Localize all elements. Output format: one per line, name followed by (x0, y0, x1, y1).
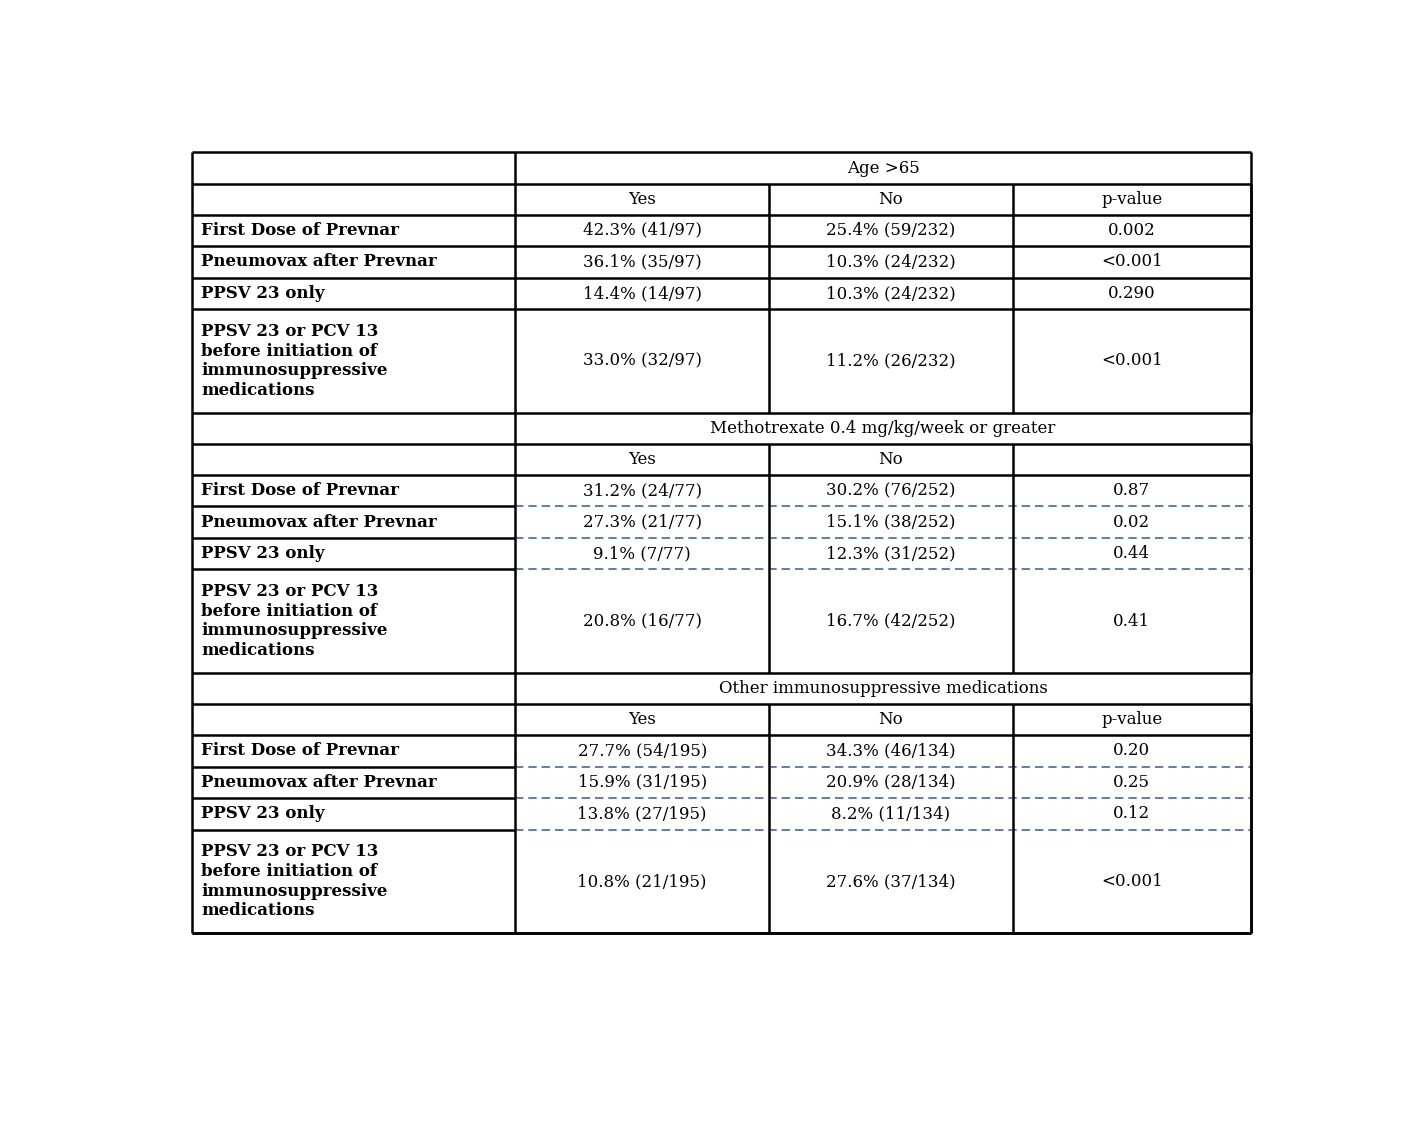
Text: 0.87: 0.87 (1114, 483, 1150, 500)
Text: 27.7% (54/195): 27.7% (54/195) (577, 742, 707, 759)
Text: First Dose of Prevnar: First Dose of Prevnar (201, 483, 398, 500)
Text: 0.41: 0.41 (1114, 612, 1150, 629)
Text: First Dose of Prevnar: First Dose of Prevnar (201, 742, 398, 759)
Text: 15.9% (31/195): 15.9% (31/195) (577, 774, 707, 791)
Text: 16.7% (42/252): 16.7% (42/252) (826, 612, 956, 629)
Text: p-value: p-value (1101, 191, 1163, 208)
Text: 0.25: 0.25 (1114, 774, 1150, 791)
Text: PPSV 23 only: PPSV 23 only (201, 284, 325, 302)
Text: 8.2% (11/134): 8.2% (11/134) (831, 806, 950, 823)
Text: Other immunosuppressive medications: Other immunosuppressive medications (718, 681, 1048, 698)
Text: 25.4% (59/232): 25.4% (59/232) (826, 222, 956, 239)
Text: 36.1% (35/97): 36.1% (35/97) (583, 254, 701, 271)
Text: 31.2% (24/77): 31.2% (24/77) (583, 483, 701, 500)
Text: Pneumovax after Prevnar: Pneumovax after Prevnar (201, 513, 436, 530)
Text: PPSV 23 only: PPSV 23 only (201, 545, 325, 562)
Text: 27.6% (37/134): 27.6% (37/134) (826, 873, 956, 890)
Text: No: No (879, 451, 904, 468)
Text: 42.3% (41/97): 42.3% (41/97) (583, 222, 701, 239)
Text: 13.8% (27/195): 13.8% (27/195) (577, 806, 707, 823)
Text: 0.002: 0.002 (1108, 222, 1156, 239)
Text: 30.2% (76/252): 30.2% (76/252) (826, 483, 956, 500)
Text: PPSV 23 or PCV 13
before initiation of
immunosuppressive
medications: PPSV 23 or PCV 13 before initiation of i… (201, 843, 387, 920)
Text: PPSV 23 or PCV 13
before initiation of
immunosuppressive
medications: PPSV 23 or PCV 13 before initiation of i… (201, 323, 387, 398)
Text: p-value: p-value (1101, 711, 1163, 728)
Text: Pneumovax after Prevnar: Pneumovax after Prevnar (201, 254, 436, 271)
Text: First Dose of Prevnar: First Dose of Prevnar (201, 222, 398, 239)
Text: Yes: Yes (628, 191, 656, 208)
Text: 15.1% (38/252): 15.1% (38/252) (826, 513, 956, 530)
Text: 34.3% (46/134): 34.3% (46/134) (826, 742, 956, 759)
Text: 33.0% (32/97): 33.0% (32/97) (583, 353, 701, 370)
Text: 20.8% (16/77): 20.8% (16/77) (583, 612, 701, 629)
Text: No: No (879, 711, 904, 728)
Text: 0.20: 0.20 (1114, 742, 1150, 759)
Text: Yes: Yes (628, 451, 656, 468)
Text: 27.3% (21/77): 27.3% (21/77) (583, 513, 701, 530)
Text: 9.1% (7/77): 9.1% (7/77) (593, 545, 691, 562)
Text: No: No (879, 191, 904, 208)
Text: 20.9% (28/134): 20.9% (28/134) (826, 774, 956, 791)
Text: Pneumovax after Prevnar: Pneumovax after Prevnar (201, 774, 436, 791)
Text: 0.12: 0.12 (1114, 806, 1150, 823)
Text: <0.001: <0.001 (1101, 254, 1163, 271)
Text: PPSV 23 or PCV 13
before initiation of
immunosuppressive
medications: PPSV 23 or PCV 13 before initiation of i… (201, 584, 387, 659)
Text: <0.001: <0.001 (1101, 873, 1163, 890)
Text: 0.290: 0.290 (1108, 284, 1156, 302)
Text: 14.4% (14/97): 14.4% (14/97) (583, 284, 701, 302)
Text: 11.2% (26/232): 11.2% (26/232) (826, 353, 956, 370)
Text: 10.3% (24/232): 10.3% (24/232) (826, 284, 956, 302)
Text: 12.3% (31/252): 12.3% (31/252) (826, 545, 956, 562)
Text: 10.3% (24/232): 10.3% (24/232) (826, 254, 956, 271)
Text: Yes: Yes (628, 711, 656, 728)
Text: 10.8% (21/195): 10.8% (21/195) (577, 873, 707, 890)
Text: 0.02: 0.02 (1114, 513, 1150, 530)
Text: 0.44: 0.44 (1114, 545, 1150, 562)
Text: Age >65: Age >65 (846, 159, 919, 176)
Text: <0.001: <0.001 (1101, 353, 1163, 370)
Text: PPSV 23 only: PPSV 23 only (201, 806, 325, 823)
Text: Methotrexate 0.4 mg/kg/week or greater: Methotrexate 0.4 mg/kg/week or greater (710, 420, 1056, 437)
